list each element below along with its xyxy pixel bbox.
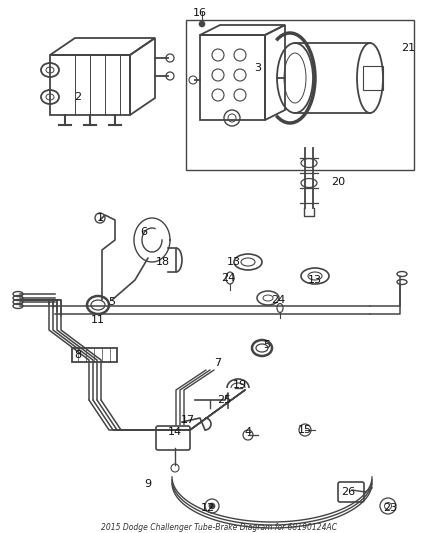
Text: 18: 18 (156, 257, 170, 267)
Text: 24: 24 (271, 295, 285, 305)
Text: 12: 12 (201, 503, 215, 513)
Text: 5: 5 (109, 297, 116, 307)
Bar (186, 20, 414, 170)
Text: 13: 13 (227, 257, 241, 267)
Text: 21: 21 (401, 43, 415, 53)
Text: 11: 11 (91, 315, 105, 325)
Text: 13: 13 (308, 275, 322, 285)
Text: 5: 5 (264, 340, 271, 350)
Circle shape (209, 503, 215, 509)
Text: 7: 7 (215, 358, 222, 368)
Text: 3: 3 (254, 63, 261, 73)
Circle shape (199, 21, 205, 27)
Text: 24: 24 (221, 273, 235, 283)
Text: 4: 4 (244, 427, 251, 437)
Text: 17: 17 (181, 415, 195, 425)
Bar (363, 66, 383, 90)
Bar (72, 348, 117, 362)
Text: 23: 23 (383, 503, 397, 513)
Text: 9: 9 (145, 479, 152, 489)
Text: 14: 14 (168, 427, 182, 437)
Text: 25: 25 (217, 395, 231, 405)
Text: 20: 20 (331, 177, 345, 187)
Text: 2015 Dodge Challenger Tube-Brake Diagram for 68190124AC: 2015 Dodge Challenger Tube-Brake Diagram… (101, 522, 337, 531)
Text: 16: 16 (193, 8, 207, 18)
Text: 26: 26 (341, 487, 355, 497)
Text: 19: 19 (233, 380, 247, 390)
Text: 1: 1 (96, 213, 103, 223)
Text: 2: 2 (74, 92, 81, 102)
Text: 8: 8 (74, 350, 81, 360)
Text: 15: 15 (298, 425, 312, 435)
Text: 6: 6 (141, 227, 148, 237)
